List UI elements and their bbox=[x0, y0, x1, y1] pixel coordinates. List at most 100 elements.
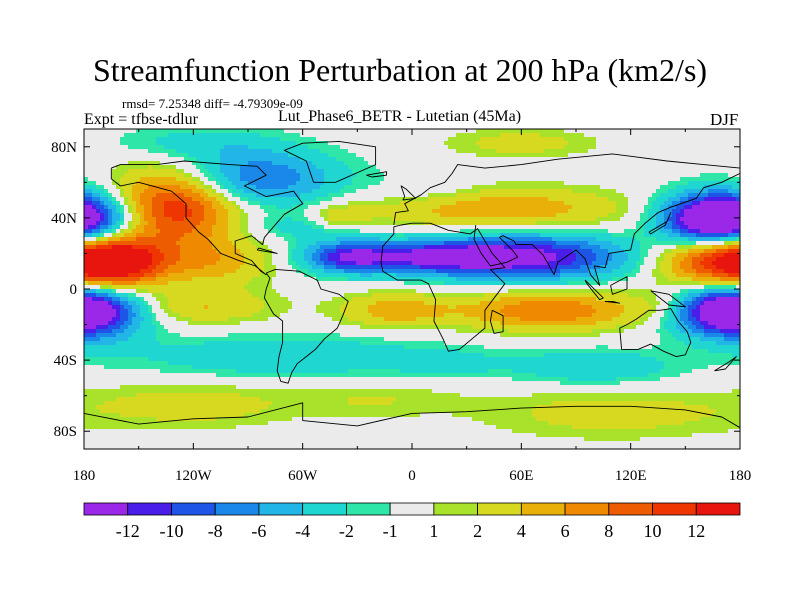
field-cell bbox=[92, 229, 101, 234]
field-cell bbox=[344, 185, 369, 190]
field-cell bbox=[264, 257, 273, 262]
field-cell bbox=[212, 189, 217, 194]
field-cell bbox=[312, 225, 325, 230]
field-cell bbox=[304, 257, 313, 262]
field-cell bbox=[132, 193, 141, 198]
field-cell bbox=[348, 277, 457, 282]
field-cell bbox=[488, 369, 513, 374]
field-cell bbox=[332, 317, 349, 322]
field-cell bbox=[644, 313, 653, 318]
field-cell bbox=[96, 325, 109, 330]
field-cell bbox=[668, 305, 673, 310]
field-cell bbox=[244, 257, 265, 262]
field-cell bbox=[240, 249, 261, 254]
field-cell bbox=[436, 269, 561, 274]
field-cell bbox=[220, 257, 245, 262]
field-cell bbox=[688, 237, 721, 242]
field-cell bbox=[440, 213, 557, 218]
field-cell bbox=[84, 341, 117, 346]
field-cell bbox=[136, 233, 157, 238]
field-cell bbox=[116, 341, 161, 346]
field-cell bbox=[660, 317, 669, 322]
field-cell bbox=[336, 245, 425, 250]
field-cell bbox=[224, 185, 237, 190]
field-cell bbox=[288, 245, 297, 250]
field-cell bbox=[452, 413, 533, 418]
field-cell bbox=[536, 221, 601, 226]
field-cell bbox=[664, 213, 673, 218]
field-cell bbox=[320, 213, 329, 218]
field-cell bbox=[184, 217, 205, 222]
field-cell bbox=[624, 329, 657, 334]
field-cell bbox=[568, 377, 617, 382]
field-cell bbox=[480, 301, 521, 306]
field-cell bbox=[248, 161, 273, 166]
field-cell bbox=[664, 313, 669, 318]
field-cell bbox=[628, 205, 645, 210]
field-cell bbox=[84, 229, 93, 234]
field-cell bbox=[228, 229, 241, 234]
field-cell bbox=[108, 301, 113, 306]
field-cell bbox=[212, 245, 237, 250]
field-cell bbox=[696, 325, 705, 330]
field-cell bbox=[692, 205, 740, 210]
field-cell bbox=[704, 265, 717, 270]
field-cell bbox=[596, 193, 625, 198]
field-cell bbox=[504, 305, 593, 310]
field-cell bbox=[580, 245, 601, 250]
field-cell bbox=[108, 189, 121, 194]
field-cell bbox=[264, 253, 273, 258]
field-cell bbox=[408, 237, 469, 242]
field-cell bbox=[652, 345, 693, 350]
field-cell bbox=[692, 313, 701, 318]
field-cell bbox=[620, 265, 637, 270]
field-cell bbox=[396, 273, 449, 278]
field-cell bbox=[108, 213, 113, 218]
field-cell bbox=[120, 177, 141, 182]
field-cell bbox=[156, 265, 169, 270]
field-cell bbox=[664, 361, 740, 366]
field-cell bbox=[660, 377, 740, 382]
field-cell bbox=[124, 217, 133, 222]
colorbar-label: 4 bbox=[517, 521, 526, 541]
field-cell bbox=[644, 225, 657, 230]
field-cell bbox=[308, 205, 329, 210]
field-cell bbox=[616, 301, 649, 306]
field-cell bbox=[148, 165, 153, 170]
field-cell bbox=[724, 337, 740, 342]
field-cell bbox=[84, 405, 97, 410]
field-cell bbox=[188, 181, 201, 186]
field-cell bbox=[212, 229, 229, 234]
field-cell bbox=[140, 213, 145, 218]
field-cell bbox=[128, 297, 141, 302]
field-cell bbox=[696, 317, 701, 322]
field-cell bbox=[192, 161, 201, 166]
field-cell bbox=[224, 273, 261, 278]
field-cell bbox=[712, 273, 729, 278]
field-cell bbox=[84, 193, 93, 198]
field-cell bbox=[240, 165, 289, 170]
field-cell bbox=[640, 249, 649, 254]
field-cell bbox=[600, 245, 621, 250]
field-cell bbox=[164, 145, 225, 150]
colorbar-swatch bbox=[258, 502, 304, 516]
field-cell bbox=[140, 269, 153, 274]
field-cell bbox=[120, 305, 125, 310]
field-cell bbox=[148, 305, 153, 310]
field-cell bbox=[84, 385, 121, 390]
field-cell bbox=[296, 241, 317, 246]
field-cell bbox=[704, 185, 733, 190]
field-cell bbox=[84, 133, 125, 138]
field-cell bbox=[636, 325, 661, 330]
field-cell bbox=[688, 225, 740, 230]
field-cell bbox=[164, 325, 361, 330]
field-cell bbox=[348, 165, 377, 170]
field-cell bbox=[268, 421, 485, 426]
field-cell bbox=[100, 193, 109, 198]
field-cell bbox=[244, 285, 273, 290]
field-cell bbox=[204, 217, 217, 222]
field-cell bbox=[616, 325, 637, 330]
field-cell bbox=[128, 205, 133, 210]
field-cell bbox=[140, 305, 149, 310]
